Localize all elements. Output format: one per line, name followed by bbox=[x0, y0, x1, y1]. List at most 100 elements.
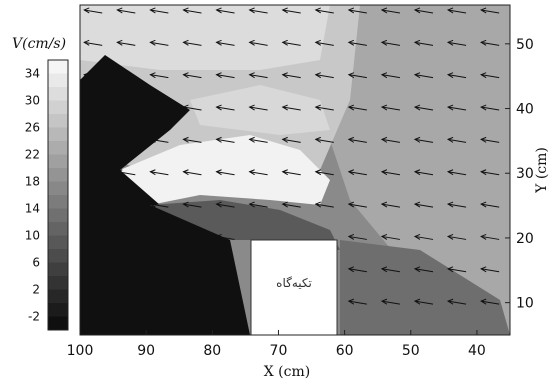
velocity-vector bbox=[414, 41, 434, 46]
velocity-vector-head bbox=[215, 266, 222, 273]
velocity-vector bbox=[348, 9, 367, 14]
velocity-vector-head bbox=[116, 136, 123, 143]
velocity-vector bbox=[447, 138, 467, 143]
velocity-vector-head bbox=[215, 7, 222, 14]
obstacle-rect bbox=[250, 239, 338, 336]
velocity-vector-head bbox=[182, 7, 189, 14]
velocity-vector-head bbox=[413, 7, 421, 14]
velocity-vector bbox=[150, 106, 169, 111]
velocity-vector-head bbox=[215, 233, 222, 240]
velocity-vector bbox=[117, 235, 136, 240]
velocity-vector-head bbox=[380, 136, 388, 143]
velocity-vector-head bbox=[182, 104, 189, 111]
velocity-vector-head bbox=[480, 72, 487, 79]
velocity-vector bbox=[447, 268, 467, 273]
velocity-vector-head bbox=[347, 39, 355, 46]
colorbar-band bbox=[48, 208, 68, 222]
velocity-vector bbox=[249, 9, 268, 14]
velocity-vector bbox=[282, 41, 301, 46]
velocity-vector-head bbox=[116, 201, 123, 208]
obstacle-box: تکیه‌گاه bbox=[250, 239, 338, 336]
velocity-vector bbox=[117, 300, 136, 305]
velocity-vector-head bbox=[347, 201, 355, 208]
velocity-vector-head bbox=[413, 266, 421, 273]
velocity-vector-head bbox=[149, 7, 156, 14]
velocity-vector bbox=[348, 41, 367, 46]
velocity-vector bbox=[481, 203, 500, 208]
velocity-vector bbox=[117, 171, 136, 176]
velocity-vector-head bbox=[248, 7, 255, 14]
contour-top-light bbox=[80, 5, 330, 70]
velocity-vector bbox=[117, 268, 136, 273]
velocity-vector bbox=[481, 106, 500, 111]
velocity-vector-head bbox=[116, 104, 123, 111]
velocity-vector bbox=[447, 74, 467, 79]
velocity-vector-head bbox=[83, 233, 90, 240]
velocity-vector bbox=[183, 74, 202, 79]
contour-dark-mid bbox=[150, 200, 340, 250]
velocity-vector bbox=[183, 203, 202, 208]
velocity-vector-head bbox=[215, 169, 222, 176]
velocity-vector bbox=[216, 41, 235, 46]
velocity-vector bbox=[381, 235, 401, 240]
velocity-vector-head bbox=[281, 136, 288, 143]
colorbar-band bbox=[48, 276, 68, 290]
velocity-vector bbox=[282, 203, 301, 208]
velocity-vector bbox=[348, 106, 367, 111]
velocity-vector bbox=[183, 268, 202, 273]
colorbar-band bbox=[48, 303, 68, 317]
velocity-vector-head bbox=[248, 136, 255, 143]
velocity-vector bbox=[381, 9, 401, 14]
velocity-vector-head bbox=[446, 169, 454, 176]
velocity-vector-head bbox=[480, 39, 487, 46]
contour-bottom-right bbox=[340, 240, 510, 335]
velocity-vector bbox=[183, 106, 202, 111]
x-tick-label: 90 bbox=[137, 343, 155, 359]
velocity-vector bbox=[381, 41, 401, 46]
velocity-vector-head bbox=[446, 104, 454, 111]
velocity-vector bbox=[315, 74, 334, 79]
contour-jet-bright bbox=[120, 135, 330, 205]
velocity-vector bbox=[249, 171, 268, 176]
velocity-vector bbox=[150, 9, 169, 14]
velocity-vector-head bbox=[380, 201, 388, 208]
colorbar-tick-label: 2 bbox=[32, 283, 40, 297]
velocity-vector bbox=[447, 9, 467, 14]
velocity-vector-head bbox=[182, 39, 189, 46]
velocity-vector-head bbox=[347, 104, 355, 111]
velocity-vector bbox=[216, 203, 235, 208]
velocity-vector bbox=[447, 203, 467, 208]
velocity-vector bbox=[447, 300, 467, 305]
velocity-vector bbox=[216, 74, 235, 79]
colorbar-band bbox=[48, 249, 68, 263]
colorbar-band bbox=[48, 100, 68, 114]
velocity-vector bbox=[381, 106, 401, 111]
velocity-vector-head bbox=[149, 104, 156, 111]
velocity-vector-head bbox=[380, 233, 388, 240]
colorbar-tick-label: 14 bbox=[25, 202, 40, 216]
velocity-vector-head bbox=[215, 72, 222, 79]
colorbar-band bbox=[48, 154, 68, 168]
velocity-vector bbox=[315, 138, 334, 143]
velocity-vector bbox=[414, 138, 434, 143]
velocity-vector bbox=[150, 138, 169, 143]
velocity-vector-head bbox=[413, 169, 421, 176]
y-axis-label: Y (cm) bbox=[534, 147, 550, 194]
colorbar-band bbox=[48, 87, 68, 101]
velocity-vector bbox=[183, 300, 202, 305]
velocity-vector-head bbox=[281, 104, 288, 111]
colorbar-tick-label: 10 bbox=[25, 229, 40, 243]
velocity-vector bbox=[150, 300, 169, 305]
velocity-vector bbox=[216, 235, 235, 240]
velocity-vector-head bbox=[83, 72, 90, 79]
x-tick-label: 40 bbox=[468, 343, 486, 359]
velocity-vector-head bbox=[149, 39, 156, 46]
velocity-vector-head bbox=[314, 39, 322, 46]
velocity-vector bbox=[84, 171, 103, 176]
colorbar-band bbox=[48, 127, 68, 141]
velocity-vector-head bbox=[215, 39, 222, 46]
velocity-vector bbox=[84, 41, 103, 46]
velocity-vector bbox=[84, 9, 103, 14]
velocity-vector-head bbox=[281, 169, 288, 176]
